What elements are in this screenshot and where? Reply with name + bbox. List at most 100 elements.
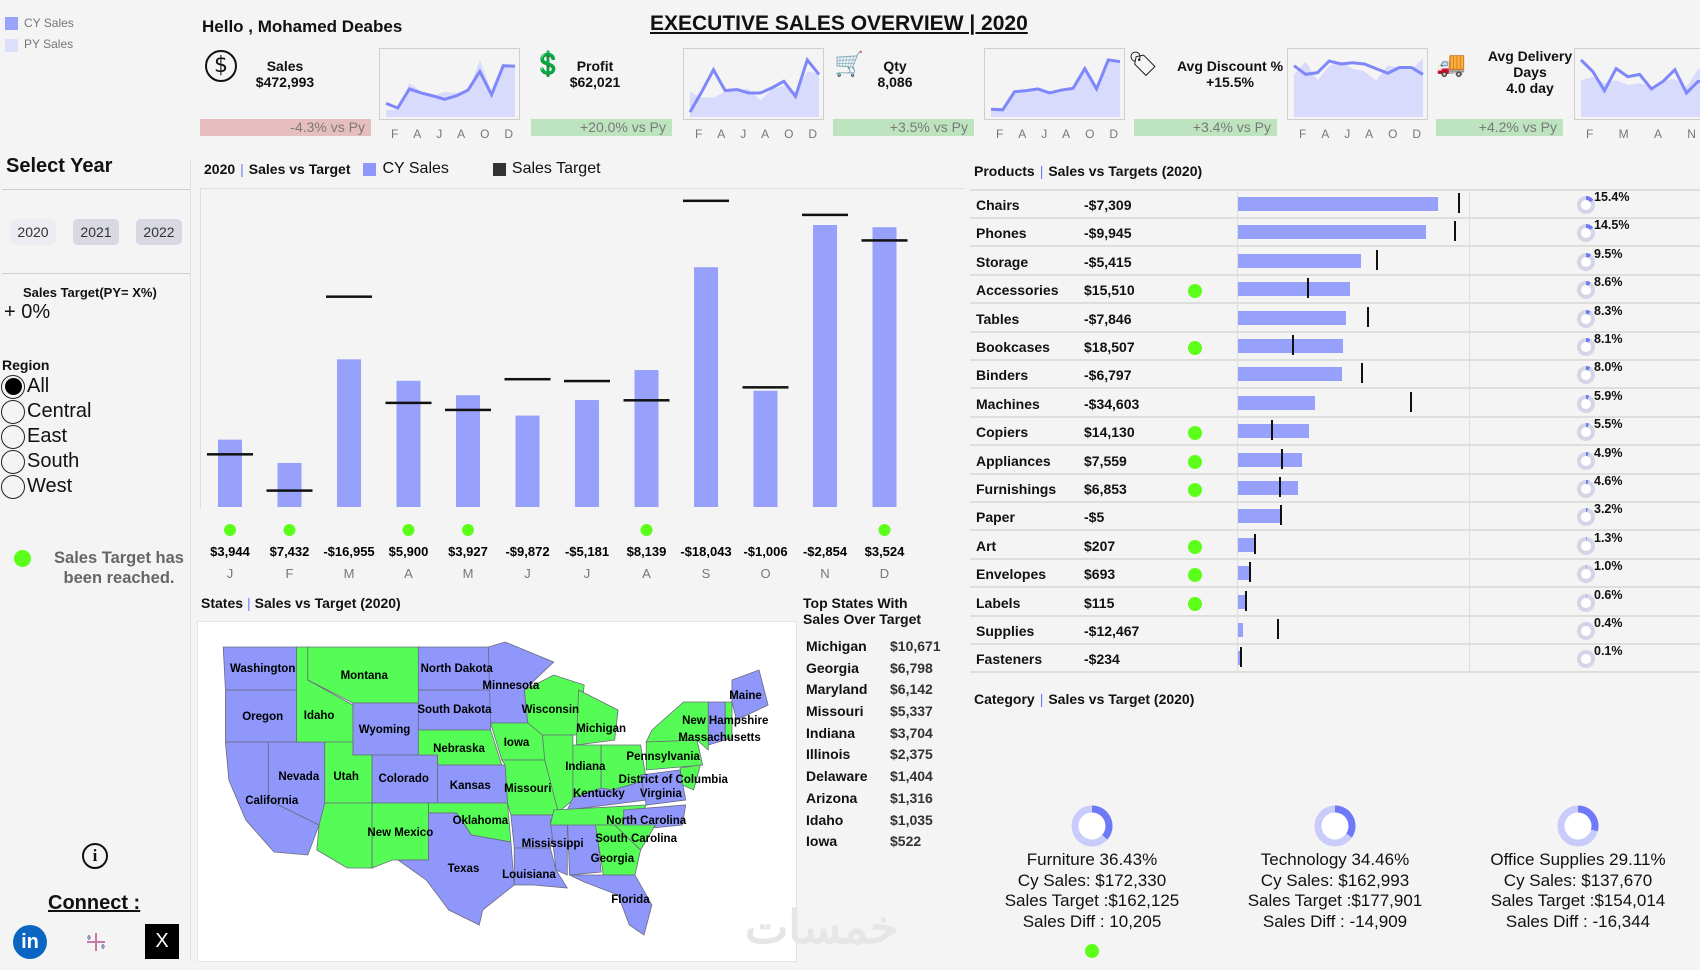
product-row[interactable]: Phones -$9,945 14.5% xyxy=(970,218,1700,248)
sales-target-marker[interactable] xyxy=(326,295,372,298)
sales-target-marker[interactable] xyxy=(266,489,313,492)
x-icon[interactable]: X xyxy=(145,924,179,959)
state-maine[interactable] xyxy=(731,669,769,721)
product-sales-bar[interactable] xyxy=(1238,197,1438,211)
product-row[interactable]: Fasteners -$234 0.1% xyxy=(970,644,1700,674)
cy-sales-bar[interactable] xyxy=(634,370,659,507)
state-louisiana[interactable] xyxy=(513,847,569,889)
region-radio-south[interactable]: South xyxy=(1,449,91,474)
region-radio-east[interactable]: East xyxy=(1,424,91,449)
sales-target-marker[interactable] xyxy=(861,239,908,242)
sales-target-marker[interactable] xyxy=(564,379,610,383)
product-sales-bar[interactable] xyxy=(1238,566,1251,581)
state-north-carolina[interactable] xyxy=(623,804,687,829)
cy-sales-bar[interactable] xyxy=(694,267,718,507)
sales-target-input[interactable]: + 0% xyxy=(4,301,51,323)
product-row[interactable]: Accessories $15,510 8.6% xyxy=(970,275,1700,305)
us-states-map[interactable]: Washington Montana North Dakota Minnesota Or… xyxy=(195,620,785,965)
product-sales-bar[interactable] xyxy=(1238,395,1315,410)
product-row[interactable]: Envelopes $693 1.0% xyxy=(970,559,1700,589)
state-new-york[interactable] xyxy=(645,701,709,751)
sales-target-marker[interactable] xyxy=(742,386,789,389)
region-radio-all[interactable]: All xyxy=(1,374,91,399)
sales-target-marker[interactable] xyxy=(504,377,551,381)
product-row[interactable]: Paper -$5 3.2% xyxy=(970,502,1700,532)
cy-sales-bar[interactable] xyxy=(456,395,480,507)
cy-sales-bar[interactable] xyxy=(515,415,540,507)
product-row[interactable]: Art $207 1.3% xyxy=(970,531,1700,560)
product-sales-bar[interactable] xyxy=(1238,225,1427,240)
state-florida[interactable] xyxy=(569,874,653,936)
cy-sales-bar[interactable] xyxy=(813,225,837,507)
product-sales-bar[interactable] xyxy=(1238,253,1362,268)
product-sales-bar[interactable] xyxy=(1238,424,1310,439)
sales-target-marker[interactable] xyxy=(385,401,432,405)
cy-line xyxy=(385,64,516,110)
product-sales-bar[interactable] xyxy=(1238,481,1298,495)
cy-sales-bar[interactable] xyxy=(337,359,361,507)
donut-track xyxy=(1577,565,1595,584)
radio-circle[interactable] xyxy=(1,474,25,499)
product-name: Appliances xyxy=(976,452,1051,469)
year-button-2022[interactable]: 2022 xyxy=(136,219,182,245)
info-icon[interactable]: i xyxy=(82,843,108,869)
cy-sales-bar[interactable] xyxy=(218,439,242,507)
region-radio-central[interactable]: Central xyxy=(1,399,91,424)
cy-sales-bar[interactable] xyxy=(575,400,599,507)
product-row[interactable]: Supplies -$12,467 0.4% xyxy=(970,616,1700,645)
product-row[interactable]: Labels $115 0.6% xyxy=(970,588,1700,617)
product-sales-bar[interactable] xyxy=(1238,623,1244,637)
radio-circle[interactable] xyxy=(1,449,25,474)
product-sales-bar[interactable] xyxy=(1238,594,1246,609)
product-sales-bar[interactable] xyxy=(1238,537,1255,552)
state-illinois[interactable] xyxy=(542,734,574,813)
sales-target-marker[interactable] xyxy=(623,399,670,402)
state-georgia[interactable] xyxy=(595,824,642,876)
tableau-icon[interactable] xyxy=(84,930,108,954)
product-row[interactable]: Copiers $14,130 5.5% xyxy=(970,417,1700,447)
region-radio-west[interactable]: West xyxy=(1,474,91,499)
state-new-hampshire[interactable] xyxy=(724,701,733,741)
product-row[interactable]: Binders -$6,797 8.0% xyxy=(970,360,1700,390)
product-row[interactable]: Tables -$7,846 8.3% xyxy=(970,304,1700,333)
radio-circle[interactable] xyxy=(1,374,25,399)
year-button-2020[interactable]: 2020 xyxy=(10,219,56,245)
diff-label: $3,927 xyxy=(448,544,488,559)
cy-sales-bar[interactable] xyxy=(277,462,302,507)
product-row[interactable]: Furnishings $6,853 4.6% xyxy=(970,474,1700,503)
product-sales-bar[interactable] xyxy=(1238,509,1280,524)
share-donut-icon xyxy=(1577,338,1595,356)
radio-circle[interactable] xyxy=(1,399,25,424)
linkedin-icon[interactable]: in xyxy=(13,925,47,959)
product-row[interactable]: Chairs -$7,309 15.4% xyxy=(970,190,1700,219)
state-virginia[interactable] xyxy=(640,769,687,806)
product-sales-bar[interactable] xyxy=(1238,310,1346,325)
product-row[interactable]: Storage -$5,415 9.5% xyxy=(970,247,1700,276)
cy-sales-bar[interactable] xyxy=(753,390,778,507)
legend-cy-swatch xyxy=(363,162,377,176)
product-row[interactable]: Bookcases $18,507 8.1% xyxy=(970,332,1700,361)
state-texas[interactable] xyxy=(396,812,515,926)
state-michigan[interactable] xyxy=(575,689,619,746)
product-sales-bar[interactable] xyxy=(1238,367,1342,382)
top-state-row: Arizona $1,316 xyxy=(806,790,941,812)
radio-circle[interactable] xyxy=(1,424,25,449)
sales-target-marker[interactable] xyxy=(802,213,848,217)
cy-sales-bar[interactable] xyxy=(396,380,421,507)
product-row[interactable]: Appliances $7,559 4.9% xyxy=(970,446,1700,475)
states-subtitle: Sales vs Target (2020) xyxy=(254,595,401,611)
product-row[interactable]: Machines -$34,603 5.9% xyxy=(970,389,1700,418)
share-donut-icon xyxy=(1577,593,1595,612)
sales-target-marker[interactable] xyxy=(445,408,491,412)
cy-sales-bar[interactable] xyxy=(872,227,897,508)
product-sales-bar[interactable] xyxy=(1238,651,1240,666)
sales-target-marker[interactable] xyxy=(207,453,253,456)
state-maryland[interactable] xyxy=(679,764,701,791)
year-button-2021[interactable]: 2021 xyxy=(73,219,119,245)
product-sales-bar[interactable] xyxy=(1238,452,1302,467)
product-sales-bar[interactable] xyxy=(1238,339,1344,353)
state-arizona[interactable] xyxy=(316,802,373,869)
sales-target-marker[interactable] xyxy=(683,199,729,203)
state-label: Oklahoma xyxy=(453,815,509,827)
product-sales-bar[interactable] xyxy=(1238,282,1350,297)
